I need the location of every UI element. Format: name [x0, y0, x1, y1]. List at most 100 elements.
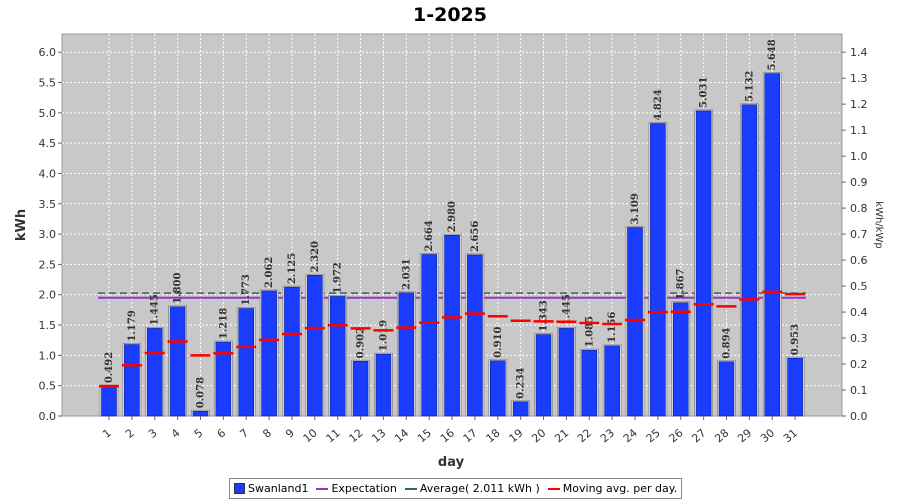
y-right-tick-label: 1.2	[850, 98, 868, 111]
data-labels: 0.492 1.179 1.445 1.800 0.078 1.218 1.773 2.062…	[104, 39, 801, 408]
data-label: 1.218	[218, 308, 229, 339]
legend-swatch-moving	[547, 487, 560, 490]
moving-average-marks	[99, 290, 806, 388]
bar	[512, 401, 529, 417]
bar	[192, 410, 209, 417]
data-label: 0.492	[104, 352, 115, 383]
y-tick-label: 5.0	[39, 107, 57, 120]
bar	[421, 254, 437, 417]
bar	[101, 385, 117, 417]
x-tick-label: 10	[301, 426, 320, 445]
data-label: 1.800	[173, 273, 184, 304]
y-tick-label: 1.0	[39, 349, 57, 362]
x-tick-label: 6	[215, 426, 229, 440]
x-axis-title: day	[438, 455, 465, 470]
data-label: 1.179	[127, 310, 138, 341]
legend: Swanland1 Expectation Average( 2.011 kWh…	[229, 478, 683, 499]
data-label: 1.343	[539, 300, 550, 331]
data-label: 1.445	[561, 294, 572, 325]
y-right-tick-label: 0.9	[850, 176, 868, 189]
x-tick-label: 25	[644, 426, 663, 445]
x-tick-label: 28	[712, 426, 731, 445]
data-label: 3.109	[630, 193, 641, 224]
x-tick-label: 19	[507, 426, 526, 445]
legend-swatch-expectation	[316, 487, 329, 490]
bar	[764, 73, 781, 417]
y-tick-label: 2.0	[39, 289, 57, 302]
y-tick-label: 3.0	[39, 228, 57, 241]
bar	[467, 254, 483, 417]
data-label: 5.648	[767, 39, 778, 70]
bar	[284, 286, 300, 417]
legend-label-expectation: Expectation	[331, 482, 397, 495]
x-tick-label: 3	[146, 426, 160, 440]
x-tick-label: 5	[192, 426, 206, 440]
y-right-tick-label: 0.4	[850, 306, 868, 319]
bar	[535, 334, 552, 417]
y-tick-label: 0.5	[39, 380, 57, 393]
x-tick-label: 12	[346, 426, 365, 445]
data-label: 0.902	[356, 327, 367, 358]
x-tick-label: 18	[484, 426, 503, 445]
legend-swatch-bars	[234, 483, 245, 494]
chart-title: 1-2025	[413, 4, 487, 26]
bar	[718, 361, 735, 417]
legend-item-bars: Swanland1	[234, 482, 308, 495]
y-tick-label: 1.5	[39, 319, 57, 332]
x-tick-label: 15	[415, 426, 434, 445]
x-tick-label: 29	[735, 426, 754, 445]
y-right-tick-label: 0.0	[850, 410, 868, 423]
x-tick-label: 11	[324, 426, 343, 445]
legend-item-expectation: Expectation	[316, 482, 397, 495]
x-tick-label: 23	[598, 426, 617, 445]
bar	[581, 349, 598, 417]
x-tick-label: 1	[100, 426, 114, 440]
bar	[444, 235, 460, 417]
x-tick-label: 4	[169, 426, 183, 440]
data-label: 1.773	[241, 274, 252, 305]
bar	[261, 290, 277, 417]
bar	[124, 344, 140, 417]
bar	[329, 296, 346, 417]
y-right-tick-label: 1.3	[850, 72, 868, 85]
data-label: 2.320	[310, 241, 321, 272]
data-label: 0.953	[790, 324, 801, 355]
y-tick-label: 4.5	[39, 137, 57, 150]
y-tick-label: 0.0	[39, 410, 57, 423]
x-tick-label: 20	[529, 426, 548, 445]
legend-item-moving: Moving avg. per day.	[547, 482, 678, 495]
bar	[741, 104, 758, 417]
data-label: 0.894	[721, 327, 732, 358]
data-label: 1.867	[676, 268, 687, 299]
y-tick-label: 3.5	[39, 198, 57, 211]
bar	[169, 306, 186, 417]
x-tick-label: 14	[392, 426, 411, 445]
y-right-tick-label: 0.6	[850, 254, 868, 267]
data-label: 0.910	[493, 326, 504, 357]
data-label: 2.062	[264, 257, 275, 288]
data-label: 4.824	[653, 89, 664, 120]
y-tick-label: 2.5	[39, 258, 57, 271]
bar	[375, 353, 392, 417]
legend-label-bars: Swanland1	[248, 482, 309, 495]
bar	[672, 302, 689, 417]
x-tick-label: 2	[123, 426, 137, 440]
data-label: 1.156	[607, 312, 618, 343]
x-tick-label: 22	[575, 426, 594, 445]
legend-label-average: Average( 2.011 kWh )	[419, 482, 540, 495]
bar	[489, 360, 506, 417]
data-label: 0.234	[516, 367, 527, 398]
data-label: 2.664	[424, 220, 435, 251]
bars	[99, 72, 805, 417]
x-tick-label: 17	[461, 426, 480, 445]
bar	[238, 308, 255, 417]
y-right-tick-label: 1.4	[850, 46, 868, 59]
legend-label-moving: Moving avg. per day.	[562, 482, 678, 495]
data-label: 2.031	[401, 259, 412, 290]
bar	[146, 328, 163, 417]
y-tick-label: 5.5	[39, 77, 57, 90]
x-tick-label: 16	[438, 426, 457, 445]
bar	[352, 361, 369, 417]
x-tick-label: 26	[667, 426, 686, 445]
y-axis-right-title: kWh/kWp	[873, 201, 884, 248]
